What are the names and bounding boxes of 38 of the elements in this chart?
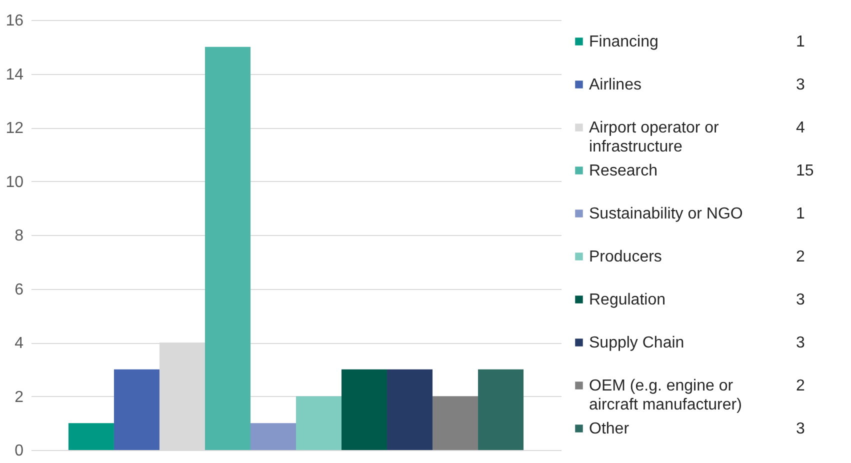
y-tick-label: 0 xyxy=(14,442,24,460)
bar xyxy=(250,423,296,450)
text: 3 xyxy=(796,76,805,94)
legend-label: Supply Chain xyxy=(589,334,684,352)
text: 4 xyxy=(796,120,805,136)
legend-label: Sustainability or NGO xyxy=(589,206,743,222)
text: 3 xyxy=(796,334,805,352)
legend-label: OEM (e.g. engine or aircraft manufacturer) xyxy=(589,378,742,414)
y-tick-label: 16 xyxy=(6,12,24,30)
legend-label: Research xyxy=(589,162,658,180)
text: 2 xyxy=(796,248,805,266)
bar xyxy=(342,369,388,450)
y-tick-label: 6 xyxy=(14,281,24,298)
legend-label: Airport operator or infrastructure xyxy=(589,120,720,156)
text: 3 xyxy=(796,420,805,438)
text: 1 xyxy=(796,206,805,222)
bar xyxy=(432,396,478,450)
legend-label: Producers xyxy=(589,248,662,266)
y-tick-label: 10 xyxy=(6,174,24,191)
text: 1 xyxy=(796,34,805,50)
bar xyxy=(204,46,250,450)
bar xyxy=(114,369,160,450)
bar xyxy=(296,396,342,450)
text: 3 xyxy=(796,292,805,308)
y-tick-label: 12 xyxy=(6,120,24,137)
legend-label: Other xyxy=(589,420,630,438)
y-tick-label: 2 xyxy=(14,388,24,406)
bar xyxy=(68,423,114,450)
bar xyxy=(478,369,524,450)
bar xyxy=(387,369,433,450)
legend-label: Financing xyxy=(589,34,658,50)
y-tick-label: 14 xyxy=(6,66,24,84)
text: 2 xyxy=(796,378,805,394)
text: 15 xyxy=(796,162,814,180)
y-tick-label: 8 xyxy=(14,228,24,244)
legend-label: Regulation xyxy=(589,292,666,308)
legend-label: Airlines xyxy=(589,76,642,94)
y-tick-label: 4 xyxy=(14,335,24,352)
